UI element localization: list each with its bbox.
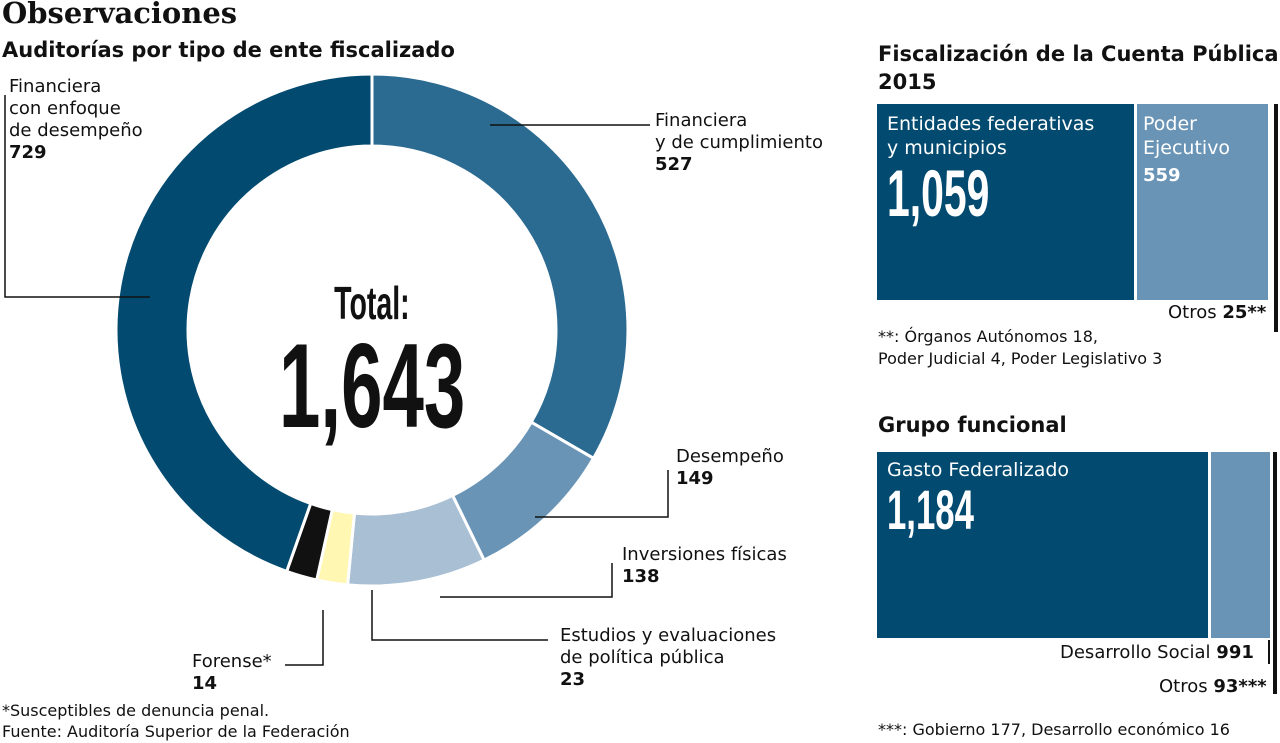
otros-grupo-label: Otros 93*** — [1159, 676, 1267, 697]
bar-otros-grupo — [1273, 452, 1277, 694]
note-grupo: ***: Gobierno 177, Desarrollo económico … — [878, 720, 1230, 739]
grupo-funcional-title: Grupo funcional — [878, 413, 1067, 437]
bar-gasto-federalizado: Gasto Federalizado 1,184 — [877, 452, 1208, 638]
donut-slice-financiera-con-enfoque-de-desempeno — [114, 72, 374, 574]
note-cuenta: **: Órganos Autónomos 18, Poder Judicial … — [878, 327, 1163, 368]
label-forense: Forense* 14 — [192, 651, 272, 694]
otros-cuenta-label: Otros 25** — [1168, 302, 1267, 323]
label-fin-cumpl: Financiera y de cumplimiento 527 — [655, 110, 823, 175]
footnote-denuncia: *Susceptibles de denuncia penal. — [2, 701, 270, 720]
leader-lines — [4, 95, 669, 666]
footnote-fuente: Fuente: Auditoría Superior de la Federac… — [2, 722, 350, 741]
total-value: 1,643 — [278, 319, 466, 453]
leader-forense — [285, 610, 324, 666]
donut-slice-financiera-y-de-cumplimiento — [370, 72, 630, 461]
leader-desarrollo-social — [1268, 640, 1270, 664]
cuenta-publica-title: Fiscalización de la Cuenta Pública 2015 — [878, 42, 1279, 94]
bar-desarrollo-social — [1211, 452, 1270, 638]
leader-inversiones — [440, 563, 613, 598]
center-label: Total: 1,643 — [0, 280, 744, 447]
donut-chart — [4, 72, 669, 666]
bar-poder-ejecutivo: Poder Ejecutivo 559 — [1137, 104, 1268, 300]
donut-title: Auditorías por tipo de ente fiscalizado — [2, 38, 455, 62]
label-inversiones: Inversiones físicas 138 — [622, 544, 787, 587]
bar-entidades: Entidades federativas y municipios 1,059 — [877, 104, 1134, 300]
leader-estudios — [371, 590, 548, 641]
leader-desempeno — [535, 470, 669, 518]
bar-otros-cuenta — [1274, 104, 1278, 332]
label-fin-enfoque: Financiera con enfoque de desempeño 729 — [9, 76, 143, 163]
leader-fin-enfoque — [4, 95, 150, 298]
total-label: Total: — [334, 277, 410, 329]
desarrollo-social-label: Desarrollo Social 991 — [1060, 642, 1254, 663]
label-estudios: Estudios y evaluaciones de política públi… — [560, 625, 777, 690]
label-desempeno: Desempeño 149 — [676, 446, 784, 489]
main-title: Observaciones — [2, 0, 238, 30]
